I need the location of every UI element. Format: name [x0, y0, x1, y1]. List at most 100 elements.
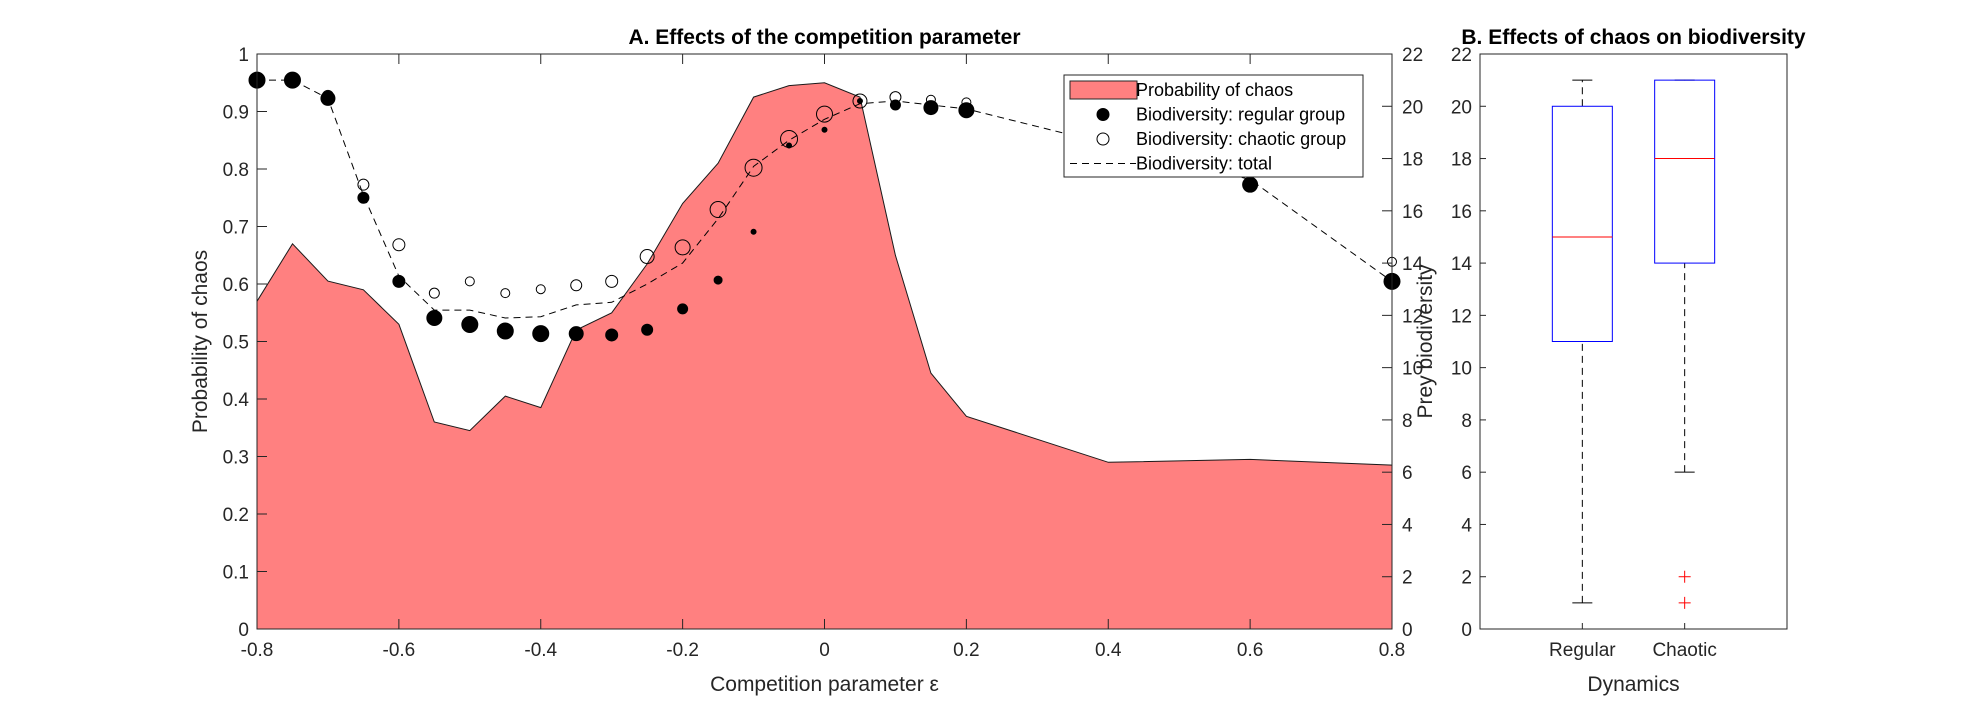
y-tick-label: 0.7: [223, 218, 249, 239]
y-right-tick-label: 16: [1402, 202, 1423, 223]
regular-point: [923, 100, 939, 116]
y-right-tick-label: 22: [1402, 45, 1423, 66]
chaotic-point: [674, 239, 691, 256]
regular-point: [357, 191, 370, 204]
panel-a-right-y-ticks: 0 2 4 6 8 10 12 14 16 18 20 22: [1382, 45, 1424, 641]
y-right-tick-label: 8: [1402, 411, 1413, 432]
y-right-tick-label: 20: [1402, 97, 1423, 118]
y-tick-label: 10: [1451, 359, 1472, 380]
chaotic-point: [570, 279, 583, 292]
biodiversity-chaotic-points: [250, 73, 1397, 299]
x-tick-label: -0.2: [666, 640, 699, 661]
regular-point: [750, 228, 757, 235]
y-tick-label: 12: [1451, 306, 1472, 327]
y-tick-label: 0.8: [223, 160, 249, 181]
panel-b-title: B. Effects of chaos on biodiversity: [1461, 26, 1806, 49]
y-right-tick-label: 6: [1402, 463, 1413, 484]
panel-b-chart: Regular Chaotic 0 2 4 6 8 10 12 14 16 18 20 22 B. Ef…: [1451, 26, 1806, 696]
boxplots: [1551, 79, 1716, 609]
regular-point: [532, 325, 550, 343]
y-tick-label: 16: [1451, 202, 1472, 223]
panel-a-chart: -0.8 -0.6 -0.4 -0.2 0 0.2 0.4 0.6 0.8 0 0.1 0.2 0.3…: [189, 26, 1437, 696]
chaotic-point: [852, 93, 868, 109]
panel-b-x-ticks: Regular Chaotic: [1549, 623, 1717, 661]
y-tick-label: 6: [1461, 463, 1472, 484]
y-tick-label: 0.1: [223, 563, 249, 584]
panel-a-x-ticks: -0.8 -0.6 -0.4 -0.2 0 0.2 0.4 0.6 0.8: [241, 54, 1405, 661]
chaotic-point: [357, 178, 370, 191]
legend-swatch-filled-circle: [1096, 108, 1110, 121]
chaotic-point: [816, 105, 833, 123]
chaotic-point: [428, 287, 440, 299]
legend-entry-regular: Biodiversity: regular group: [1136, 105, 1345, 125]
regular-point: [958, 102, 975, 119]
x-tick-label: 0.2: [953, 640, 979, 661]
biodiversity-total-polyline: [257, 79, 1393, 319]
y-tick-label: 8: [1461, 411, 1472, 432]
chaotic-point: [321, 89, 334, 102]
regular-point: [1242, 176, 1259, 193]
chaotic-point: [464, 276, 475, 287]
y-right-tick-label: 12: [1402, 306, 1423, 327]
panel-a-title: A. Effects of the competition parameter: [628, 26, 1020, 49]
chaotic-point: [639, 249, 655, 265]
regular-point: [392, 274, 406, 288]
regular-point: [856, 98, 863, 105]
panel-b-x-axis-label: Dynamics: [1587, 673, 1679, 696]
y-tick-label: 20: [1451, 97, 1472, 118]
y-tick-label: 1: [238, 45, 249, 66]
y-tick-label: 14: [1451, 254, 1473, 275]
y-tick-label: 22: [1451, 45, 1472, 66]
x-tick-label: 0.8: [1379, 640, 1405, 661]
legend-entry-chaotic: Biodiversity: chaotic group: [1136, 129, 1346, 149]
y-right-tick-label: 4: [1402, 515, 1413, 536]
regular-point: [426, 309, 443, 326]
regular-point: [496, 322, 514, 340]
chaotic-point: [392, 238, 406, 252]
legend-swatch-open-circle: [1096, 132, 1110, 146]
chaotic-point: [535, 284, 546, 295]
probability-of-chaos-polygon: [256, 82, 1393, 630]
biodiversity-regular-points: [248, 71, 1401, 343]
regular-point: [320, 90, 336, 106]
y-tick-label: 0: [238, 620, 249, 641]
y-right-tick-label: 10: [1402, 359, 1423, 380]
chaotic-point: [500, 288, 511, 299]
regular-point: [605, 328, 619, 342]
panel-a-x-axis-label: Competition parameter ε: [710, 673, 939, 696]
y-tick-label: 0.6: [223, 275, 249, 296]
legend-swatch-area: [1069, 80, 1138, 100]
chaotic-point: [744, 158, 763, 177]
regular-point: [677, 303, 689, 315]
chaotic-point: [780, 129, 799, 148]
legend: Probability of chaos Biodiversity: regul…: [1063, 74, 1364, 178]
chaotic-point: [961, 97, 972, 108]
regular-point: [786, 142, 793, 149]
y-tick-label: 0.2: [223, 505, 249, 526]
regular-point: [568, 326, 584, 342]
x-tick-label: -0.4: [524, 640, 557, 661]
y-right-tick-label: 14: [1402, 254, 1424, 275]
legend-entry-total: Biodiversity: total: [1136, 154, 1272, 174]
x-tick-label: -0.8: [241, 640, 274, 661]
legend-entry-probability: Probability of chaos: [1136, 80, 1293, 100]
y-tick-label: 0.3: [223, 448, 249, 469]
chaotic-point: [285, 73, 299, 87]
regular-point: [461, 316, 479, 334]
category-tick-label: Chaotic: [1652, 640, 1716, 661]
chaotic-point: [709, 201, 727, 219]
x-tick-label: -0.6: [383, 640, 416, 661]
y-right-tick-label: 0: [1402, 620, 1413, 641]
chaotic-point: [925, 94, 936, 105]
chaotic-point: [889, 91, 902, 104]
y-tick-label: 4: [1461, 515, 1472, 536]
x-tick-label: 0.6: [1237, 640, 1263, 661]
y-tick-label: 0.5: [223, 333, 249, 354]
x-tick-label: 0: [819, 640, 830, 661]
probability-of-chaos-area: [256, 82, 1393, 630]
y-right-tick-label: 2: [1402, 568, 1413, 589]
box-iqr: [1551, 105, 1613, 343]
regular-point: [713, 275, 723, 285]
regular-point: [641, 323, 654, 336]
